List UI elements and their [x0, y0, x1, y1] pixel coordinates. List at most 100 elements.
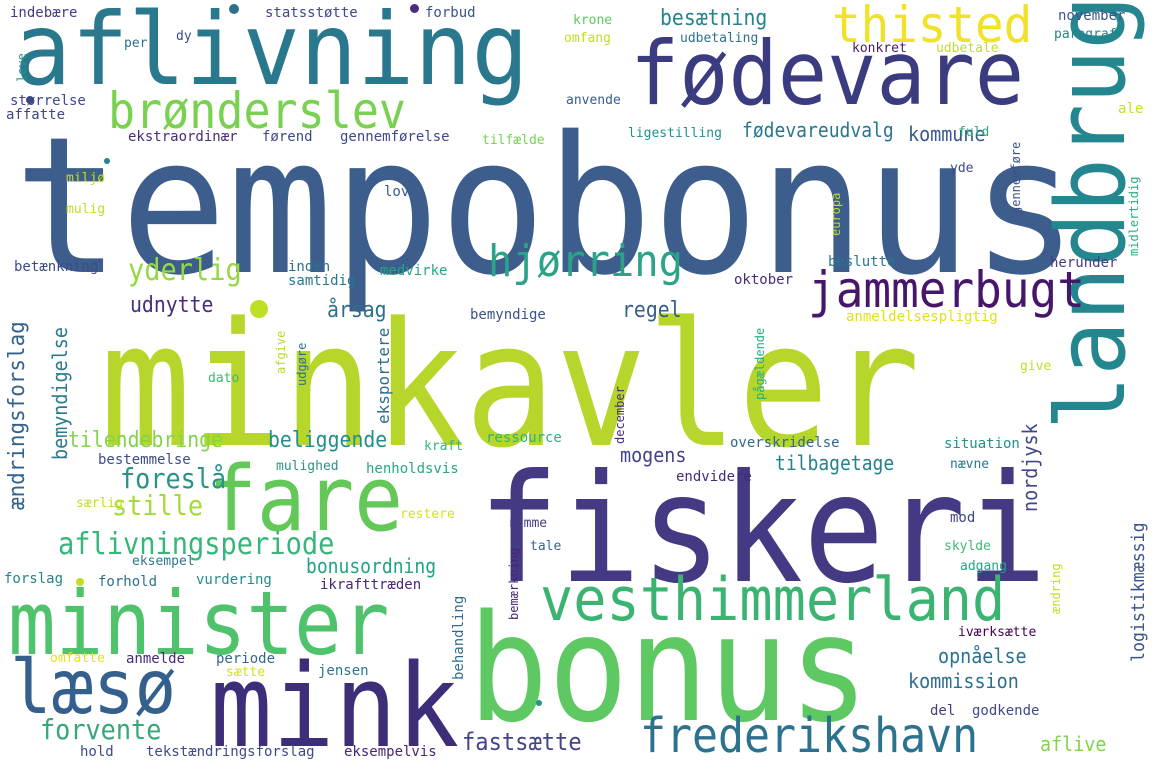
word-bonusordning: bonusordning	[306, 554, 437, 578]
word-restere: restere	[400, 507, 455, 522]
dot-1	[229, 4, 239, 14]
word-aflivningsperiode: aflivningsperiode	[58, 527, 335, 562]
word-indebaere: indebære	[10, 5, 78, 21]
word-frederikshavn: frederikshavn	[640, 708, 979, 764]
word-udbetale: udbetale	[936, 41, 999, 56]
word-beslutte: beslutte	[828, 254, 896, 270]
word-lov: lov	[384, 184, 410, 200]
word-endvidere: endvidere	[676, 469, 752, 485]
word-jensen: jensen	[318, 663, 369, 679]
word-forslag: forslag	[4, 571, 64, 587]
word-kommission: kommission	[908, 669, 1019, 693]
word-tale: tale	[530, 539, 562, 554]
word-udbetaling: udbetaling	[680, 31, 759, 46]
word-forbud: forbud	[425, 5, 476, 21]
word-midlertidig: midlertidig	[1127, 176, 1141, 256]
word-herunder: herunder	[1050, 255, 1118, 271]
word-europa: europa	[829, 192, 843, 236]
word-betaenkning: betænkning	[14, 259, 99, 275]
word-bemaerkning: bemærkning	[507, 547, 521, 620]
word-oktober: oktober	[734, 272, 794, 288]
word-saerlig: særlig	[76, 496, 123, 511]
word-mink: mink	[210, 640, 460, 770]
dot-2	[410, 4, 419, 13]
word-mod: mod	[950, 510, 976, 526]
word-konkret: konkret	[852, 41, 907, 56]
word-forvente: forvente	[40, 713, 162, 746]
word-dato: dato	[208, 371, 240, 386]
word-hjorring: hjørring	[488, 236, 683, 287]
word-beliggende: beliggende	[268, 428, 388, 453]
word-regel: regel	[622, 298, 682, 323]
word-fiskeri: fiskeri	[478, 443, 1047, 617]
word-logistikmaessig: logistikmæssig	[1128, 522, 1149, 662]
word-mogens: mogens	[620, 443, 687, 467]
word-tempobonus: tempobonus	[14, 96, 1078, 317]
word-dy: dy	[176, 29, 192, 44]
word-nordjysk: nordjysk	[1018, 423, 1042, 512]
word-opnaelse: opnåelse	[938, 644, 1027, 668]
word-ikrafttraeden: ikrafttræden	[320, 577, 422, 593]
word-fodevare: fødevare	[630, 22, 1025, 125]
word-bemyndigelse: bemyndigelse	[48, 327, 72, 460]
word-paragraf: paragraf	[1054, 27, 1117, 42]
word-arsag: årsag	[327, 298, 387, 323]
dot-4	[26, 96, 34, 104]
word-affatte: affatte	[6, 107, 66, 123]
word-behandling: behandling	[451, 595, 467, 680]
word-gennemforelse: gennemførelse	[340, 129, 450, 145]
word-bestemmelse: bestemmelse	[98, 452, 191, 468]
word-henholdsvis: henholdsvis	[366, 461, 459, 477]
word-laeso: læsø	[10, 643, 177, 731]
word-stille: stille	[112, 489, 204, 522]
word-fastsaette: fastsætte	[462, 728, 582, 756]
word-vurdering: vurdering	[196, 572, 272, 588]
word-eksportere: eksportere	[374, 327, 393, 424]
word-godkende: godkende	[972, 703, 1040, 719]
dot-7	[536, 700, 542, 706]
word-gennemfore: gennemføre	[1009, 141, 1023, 214]
word-del: del	[930, 703, 956, 719]
word-storrelse: størrelse	[10, 93, 86, 109]
dot-6	[104, 158, 110, 164]
word-minister: minister	[8, 572, 390, 675]
word-bonus: bonus	[468, 583, 869, 755]
word-yderlig: yderlig	[128, 253, 242, 288]
word-situation: situation	[944, 436, 1020, 452]
word-tilbagetage: tilbagetage	[775, 451, 895, 475]
word-forend: førend	[262, 129, 313, 145]
word-aendringsforslag: ændringsforslag	[5, 321, 30, 510]
word-bronderslev: brønderslev	[108, 82, 407, 140]
word-udnytte: udnytte	[130, 293, 214, 318]
word-ligestilling: ligestilling	[628, 126, 722, 141]
word-bemyndige: bemyndige	[470, 307, 546, 323]
word-statsstotte: statsstøtte	[265, 5, 358, 21]
word-thisted: thisted	[832, 0, 1033, 54]
dot-5	[76, 578, 84, 586]
word-kommune: kommune	[908, 122, 986, 146]
word-miljo: miljø	[66, 171, 106, 186]
word-inden: inden	[288, 259, 331, 275]
word-periode: periode	[216, 651, 276, 667]
word-overskridelse: overskridelse	[730, 435, 840, 451]
word-ramme: ramme	[508, 516, 548, 531]
word-kraft: kraft	[424, 439, 464, 454]
word-fuld: fuld	[958, 125, 990, 140]
word-eksempelvis: eksempelvis	[344, 744, 437, 760]
word-aflive: aflive	[1040, 732, 1107, 756]
word-give: give	[1020, 359, 1052, 374]
word-yde: yde	[950, 161, 974, 176]
word-samtidig: samtidig	[288, 273, 356, 289]
word-udgore: udgøre	[295, 342, 309, 386]
word-minkavler: minkavler	[100, 285, 921, 486]
word-pagaeldende: pågældende	[753, 327, 767, 400]
word-fodevareudvalg: fødevareudvalg	[742, 118, 894, 142]
word-besaetning: besætning	[660, 6, 768, 31]
word-anvende: anvende	[566, 93, 621, 108]
word-mulighed: mulighed	[276, 459, 339, 474]
word-ressource: ressource	[486, 430, 562, 446]
word-skylde: skylde	[944, 539, 991, 554]
word-omfang: omfang	[564, 31, 611, 46]
dot-3	[250, 300, 268, 318]
